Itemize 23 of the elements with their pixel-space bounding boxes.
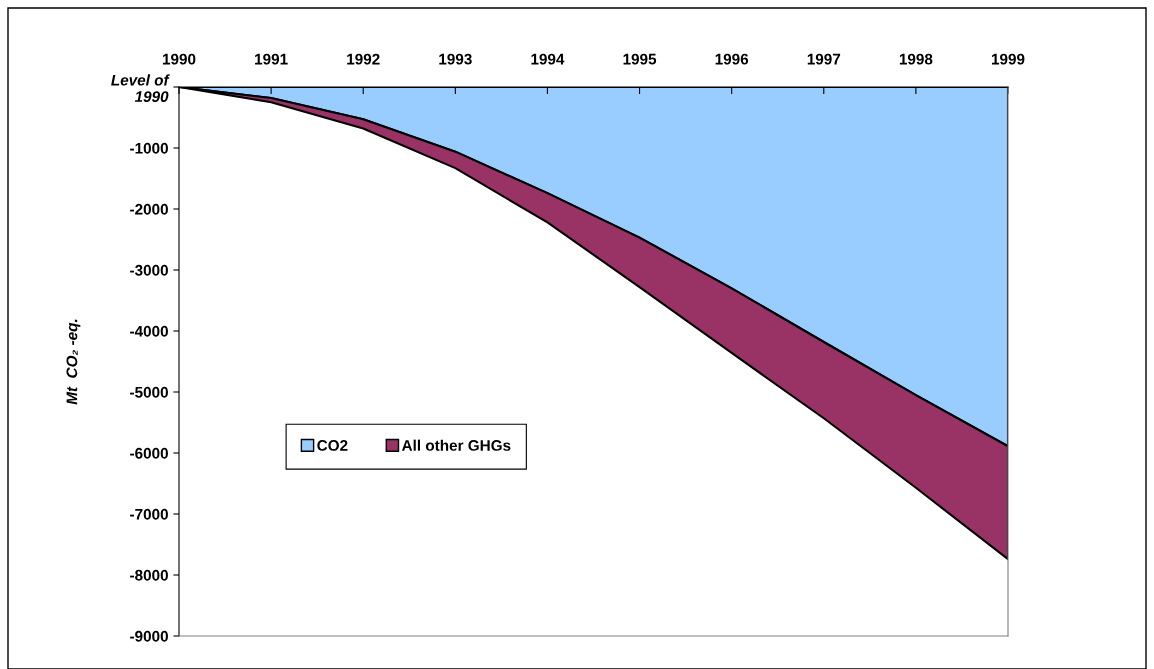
x-tick-label: 1994: [531, 53, 565, 65]
x-tick-label: 1997: [807, 53, 841, 65]
y-tick-label: -7000: [130, 508, 168, 520]
y-tick-label: Level of 1990: [111, 74, 170, 103]
y-axis-title: Mt CO₂ -eq.: [66, 319, 81, 405]
x-tick-label: 1991: [255, 53, 288, 65]
x-tick-label: 1999: [991, 53, 1025, 65]
x-tick-label: 1992: [347, 53, 380, 65]
y-tick-label: -6000: [130, 447, 168, 459]
x-tick-label: 1995: [623, 53, 657, 65]
y-tick-label: -2000: [130, 203, 168, 215]
x-tick-label: 1996: [715, 53, 749, 65]
legend-label: CO2: [317, 440, 348, 451]
y-tick-label: -4000: [130, 325, 168, 337]
y-tick-label: -1000: [130, 142, 168, 154]
x-tick-label: 1993: [439, 53, 472, 65]
x-tick-label: 1998: [899, 53, 933, 65]
y-tick-label: -5000: [130, 386, 168, 398]
y-tick-label: -9000: [130, 630, 168, 642]
y-tick-label: -8000: [130, 569, 168, 581]
x-tick-label: 1990: [162, 53, 196, 65]
legend-label: All other GHGs: [401, 439, 511, 451]
y-tick-label: -3000: [130, 264, 168, 276]
